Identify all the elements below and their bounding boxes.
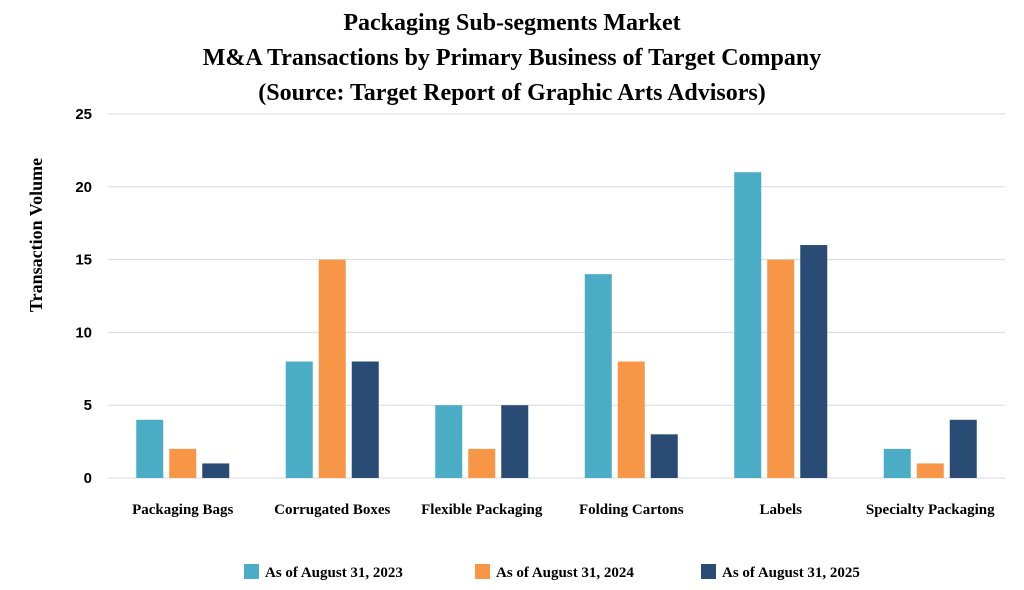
x-tick-label: Specialty Packaging	[866, 502, 995, 518]
bar-specialty-packaging-series-3	[949, 419, 977, 478]
legend-label: As of August 31, 2024	[496, 565, 634, 581]
x-tick-label: Labels	[759, 502, 802, 518]
chart-title-line-3: (Source: Target Report of Graphic Arts A…	[258, 80, 766, 106]
bar-folding-cartons-series-2	[617, 361, 645, 478]
y-tick-label: 0	[84, 470, 92, 487]
bar-labels-series-2	[767, 259, 795, 478]
x-tick-label: Corrugated Boxes	[274, 502, 390, 518]
chart-title-line-1: Packaging Sub-segments Market	[343, 10, 680, 36]
bar-flexible-packaging-series-2	[468, 448, 496, 478]
bar-flexible-packaging-series-3	[501, 405, 529, 478]
bar-folding-cartons-series-3	[650, 434, 678, 478]
y-tick-label: 20	[75, 179, 92, 196]
bar-packaging-bags-series-2	[169, 448, 197, 478]
x-tick-label: Packaging Bags	[132, 502, 233, 518]
y-tick-label: 15	[75, 252, 92, 269]
chart-title-line-2: M&A Transactions by Primary Business of …	[203, 45, 821, 71]
legend-label: As of August 31, 2023	[265, 565, 403, 581]
y-tick-label: 10	[75, 324, 92, 341]
bar-labels-series-1	[734, 172, 762, 479]
bar-packaging-bags-series-1	[136, 419, 164, 478]
bar-packaging-bags-series-3	[202, 463, 230, 478]
legend-swatch	[701, 564, 716, 579]
y-axis-label: Transaction Volume	[26, 158, 46, 312]
bar-labels-series-3	[800, 245, 828, 478]
legend-swatch	[244, 564, 259, 579]
x-tick-label: Folding Cartons	[579, 502, 684, 518]
legend-label: As of August 31, 2025	[722, 565, 860, 581]
bar-corrugated-boxes-series-1	[285, 361, 313, 478]
y-tick-label: 25	[75, 106, 92, 123]
legend-swatch	[475, 564, 490, 579]
y-tick-label: 5	[84, 397, 92, 414]
bar-corrugated-boxes-series-3	[351, 361, 379, 478]
bar-folding-cartons-series-1	[584, 274, 612, 478]
bar-corrugated-boxes-series-2	[318, 259, 346, 478]
bar-flexible-packaging-series-1	[435, 405, 463, 478]
x-tick-label: Flexible Packaging	[421, 502, 543, 518]
bar-specialty-packaging-series-2	[916, 463, 944, 478]
bar-specialty-packaging-series-1	[883, 448, 911, 478]
